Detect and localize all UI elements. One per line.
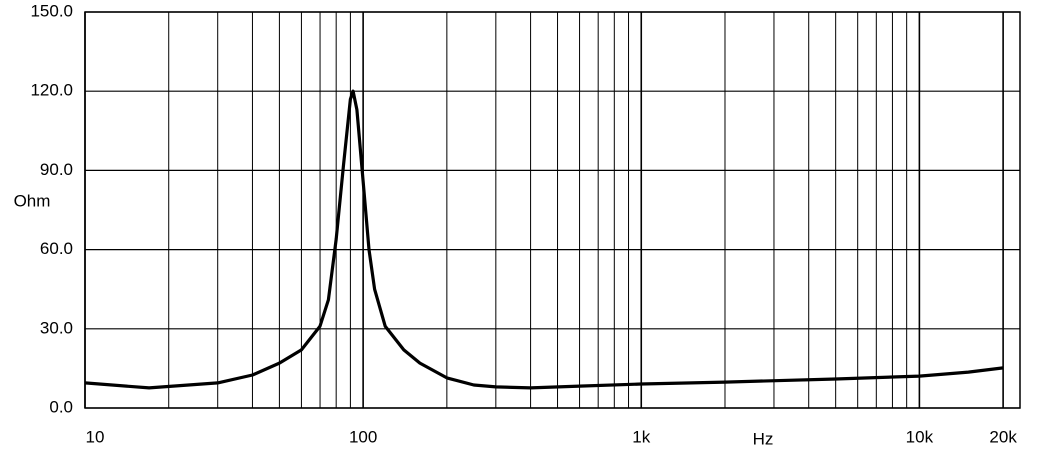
y-tick-label: 150.0 xyxy=(30,1,73,20)
y-tick-label: 30.0 xyxy=(40,318,73,337)
x-tick-label: 1k xyxy=(632,427,650,446)
x-tick-label: 20k xyxy=(989,427,1017,446)
x-tick-label: 10 xyxy=(86,427,105,446)
impedance-curve xyxy=(84,89,1004,390)
y-axis-label: Ohm xyxy=(14,191,51,210)
plot-frame xyxy=(84,11,1021,409)
y-tick-label: 0.0 xyxy=(49,397,73,416)
x-tick-label: 10k xyxy=(906,427,934,446)
y-tick-label: 120.0 xyxy=(30,81,73,100)
x-axis-label: Hz xyxy=(753,429,774,448)
y-tick-label: 90.0 xyxy=(40,160,73,179)
x-tick-label: 100 xyxy=(349,427,377,446)
y-tick-label: 60.0 xyxy=(40,239,73,258)
